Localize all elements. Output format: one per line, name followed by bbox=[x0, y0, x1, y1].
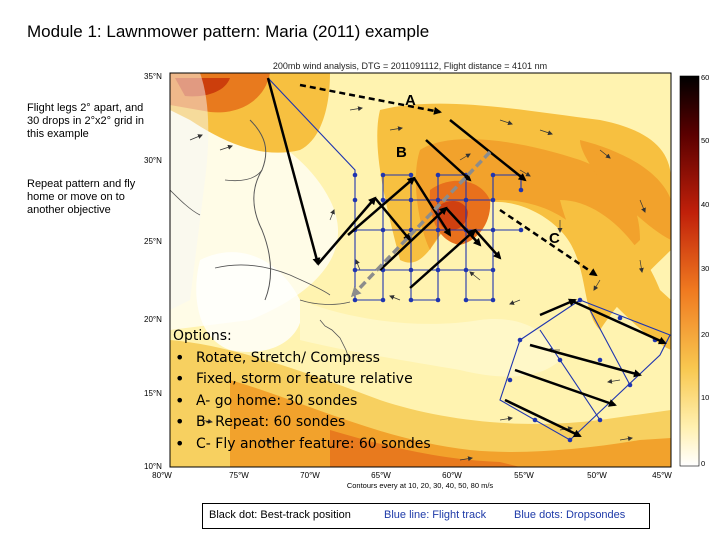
lon-label: 45°W bbox=[652, 471, 672, 480]
legend-black-dot: Black dot: Best-track position bbox=[209, 509, 351, 521]
colorbar-tick: 20 bbox=[701, 330, 709, 339]
pattern-arrows-2 bbox=[504, 298, 667, 438]
options-list: Options: Rotate, Stretch/ Compress Fixed… bbox=[173, 326, 431, 455]
lon-label: 50°W bbox=[587, 471, 607, 480]
colorbar-tick: 0 bbox=[701, 459, 705, 468]
lat-label: 35°N bbox=[144, 72, 162, 81]
legend-blue-line: Blue line: Flight track bbox=[384, 509, 487, 521]
map-frame bbox=[169, 72, 672, 468]
options-bullets: Rotate, Stretch/ Compress Fixed, storm o… bbox=[173, 347, 431, 456]
options-heading: Options: bbox=[173, 328, 232, 344]
option-item: Rotate, Stretch/ Compress bbox=[173, 347, 431, 370]
note-flight-legs: Flight legs 2° apart, and 30 drops in 2°… bbox=[27, 102, 145, 140]
lon-label: 75°W bbox=[229, 471, 249, 480]
contour-note: Contours every at 10, 20, 30, 40, 50, 80… bbox=[347, 481, 494, 490]
lon-label: 60°W bbox=[442, 471, 462, 480]
colorbar-tick: 50 bbox=[701, 136, 709, 145]
colorbar bbox=[679, 75, 700, 467]
longitude-labels: 80°W 75°W 70°W 65°W 60°W 55°W 50°W 45°W bbox=[152, 471, 672, 480]
colorbar-tick: 10 bbox=[701, 393, 709, 402]
path-a-arrow bbox=[299, 83, 442, 115]
label-c: C bbox=[549, 230, 560, 247]
latitude-labels: 35°N 30°N 25°N 20°N 15°N 10°N bbox=[144, 72, 162, 471]
map-legend: Black dot: Best-track position Blue line… bbox=[202, 503, 650, 529]
legend-blue-dots: Blue dots: Dropsondes bbox=[514, 509, 626, 521]
lat-label: 30°N bbox=[144, 156, 162, 165]
option-item: Fixed, storm or feature relative bbox=[173, 368, 431, 391]
lon-label: 80°W bbox=[152, 471, 172, 480]
colorbar-tick: 30 bbox=[701, 264, 709, 273]
lat-label: 15°N bbox=[144, 389, 162, 398]
label-a: A bbox=[405, 92, 416, 109]
pattern-arrows-1 bbox=[266, 77, 527, 289]
dropsonde-dots-2 bbox=[507, 297, 658, 443]
option-item: A- go home: 30 sondes bbox=[173, 390, 431, 413]
lat-label: 10°N bbox=[144, 462, 162, 471]
dropsonde-dots-1 bbox=[352, 172, 524, 303]
label-b: B bbox=[396, 144, 407, 161]
lat-label: 20°N bbox=[144, 315, 162, 324]
option-item: B- Repeat: 60 sondes bbox=[173, 411, 431, 434]
note-repeat-pattern: Repeat pattern and fly home or move on t… bbox=[27, 178, 136, 216]
lon-label: 65°W bbox=[371, 471, 391, 480]
colorbar-ticks: 60 50 40 30 20 10 0 bbox=[701, 73, 709, 468]
return-path-arrow bbox=[350, 150, 492, 298]
option-item: C- Fly another feature: 60 sondes bbox=[173, 433, 431, 456]
lat-label: 25°N bbox=[144, 237, 162, 246]
colorbar-tick: 40 bbox=[701, 200, 709, 209]
lon-label: 70°W bbox=[300, 471, 320, 480]
lon-label: 55°W bbox=[514, 471, 534, 480]
map-header: 200mb wind analysis, DTG = 2011091112, F… bbox=[273, 61, 547, 71]
slide-title: Module 1: Lawnmower pattern: Maria (2011… bbox=[27, 22, 430, 41]
colorbar-tick: 60 bbox=[701, 73, 709, 82]
